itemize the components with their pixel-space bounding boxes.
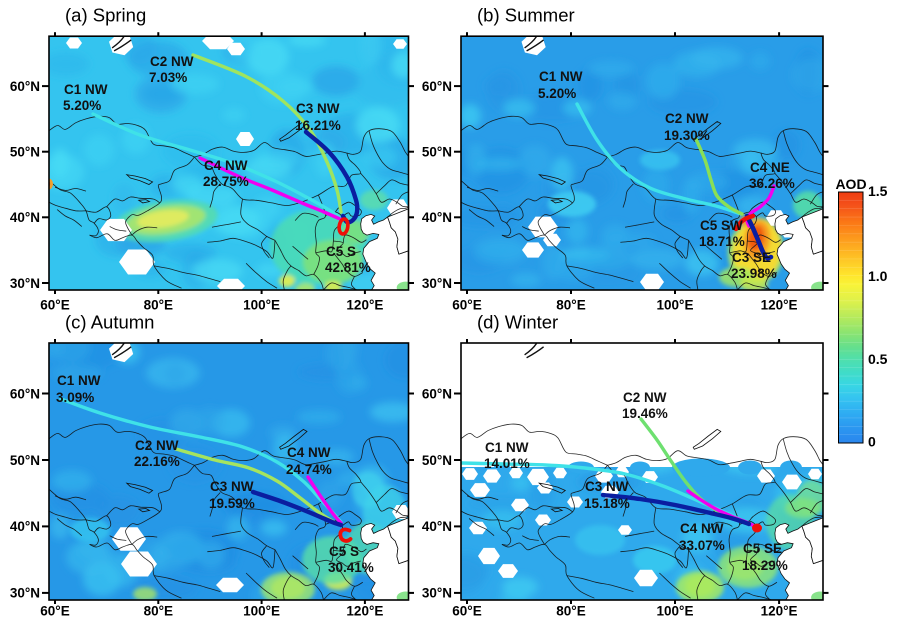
svg-text:5.20%: 5.20% (538, 86, 576, 101)
svg-text:C5 S: C5 S (326, 244, 356, 259)
svg-text:5.20%: 5.20% (63, 98, 101, 113)
svg-text:30°N: 30°N (422, 586, 452, 601)
svg-text:3.09%: 3.09% (56, 390, 94, 405)
svg-text:30.41%: 30.41% (328, 560, 374, 575)
svg-text:120°E: 120°E (346, 604, 383, 619)
svg-text:AOD: AOD (835, 176, 866, 192)
svg-text:60°E: 60°E (452, 297, 481, 312)
svg-text:24.74%: 24.74% (286, 462, 332, 477)
svg-text:100°E: 100°E (657, 604, 694, 619)
svg-text:33.07%: 33.07% (679, 538, 725, 553)
svg-text:36.26%: 36.26% (749, 176, 795, 191)
svg-text:C1 NW: C1 NW (539, 69, 583, 84)
svg-text:23.98%: 23.98% (731, 266, 777, 281)
svg-text:40°N: 40°N (10, 210, 40, 225)
svg-text:16.21%: 16.21% (295, 118, 341, 133)
svg-text:(d) Winter: (d) Winter (477, 311, 558, 332)
svg-text:C5 S: C5 S (329, 544, 359, 559)
svg-text:C5 SW: C5 SW (700, 218, 743, 233)
svg-text:C2 NW: C2 NW (623, 390, 667, 405)
svg-text:15.18%: 15.18% (584, 496, 630, 511)
svg-text:100°E: 100°E (657, 297, 694, 312)
svg-text:(a) Spring: (a) Spring (65, 4, 146, 25)
svg-text:22.16%: 22.16% (134, 454, 180, 469)
svg-text:60°E: 60°E (452, 604, 481, 619)
svg-text:1.5: 1.5 (868, 183, 888, 199)
svg-text:80°E: 80°E (556, 604, 585, 619)
svg-text:1.0: 1.0 (868, 268, 888, 284)
svg-text:30°N: 30°N (10, 276, 40, 291)
svg-text:100°E: 100°E (243, 604, 280, 619)
svg-text:C4 NE: C4 NE (750, 160, 790, 175)
svg-text:C4 NW: C4 NW (680, 521, 724, 536)
svg-text:(b) Summer: (b) Summer (477, 4, 575, 25)
svg-text:0: 0 (868, 434, 876, 450)
svg-text:C1 NW: C1 NW (57, 373, 101, 388)
svg-text:C5 SE: C5 SE (743, 541, 782, 556)
svg-text:C2 NW: C2 NW (135, 438, 179, 453)
svg-text:19.59%: 19.59% (209, 496, 255, 511)
svg-text:50°N: 50°N (422, 453, 452, 468)
svg-text:C2 NW: C2 NW (150, 54, 194, 69)
svg-text:60°E: 60°E (40, 604, 69, 619)
svg-text:18.29%: 18.29% (742, 558, 788, 573)
svg-text:28.75%: 28.75% (203, 174, 249, 189)
svg-text:40°N: 40°N (422, 210, 452, 225)
svg-text:80°E: 80°E (144, 297, 173, 312)
svg-text:30°N: 30°N (10, 586, 40, 601)
svg-text:42.81%: 42.81% (325, 260, 371, 275)
svg-text:50°N: 50°N (10, 453, 40, 468)
svg-text:120°E: 120°E (761, 297, 798, 312)
svg-text:80°E: 80°E (556, 297, 585, 312)
svg-text:19.46%: 19.46% (622, 406, 668, 421)
svg-text:C4 NW: C4 NW (204, 158, 248, 173)
svg-text:40°N: 40°N (10, 519, 40, 534)
svg-text:C2 NW: C2 NW (665, 111, 709, 126)
svg-text:120°E: 120°E (346, 297, 383, 312)
svg-text:C1 NW: C1 NW (64, 82, 108, 97)
svg-text:C3 NW: C3 NW (210, 479, 254, 494)
svg-text:0.5: 0.5 (868, 351, 888, 367)
svg-text:C3 NW: C3 NW (296, 101, 340, 116)
svg-text:C4 NW: C4 NW (287, 445, 331, 460)
svg-text:60°N: 60°N (10, 79, 40, 94)
svg-text:80°E: 80°E (144, 604, 173, 619)
svg-text:19.30%: 19.30% (664, 128, 710, 143)
svg-text:C3 NW: C3 NW (585, 479, 629, 494)
svg-text:60°N: 60°N (10, 386, 40, 401)
svg-text:60°E: 60°E (40, 297, 69, 312)
svg-text:C3 SE: C3 SE (732, 250, 771, 265)
svg-text:100°E: 100°E (243, 297, 280, 312)
svg-text:18.71%: 18.71% (699, 234, 745, 249)
svg-text:(c) Autumn: (c) Autumn (65, 311, 154, 332)
svg-text:50°N: 50°N (422, 145, 452, 160)
svg-text:14.01%: 14.01% (484, 456, 530, 471)
svg-text:60°N: 60°N (422, 386, 452, 401)
svg-text:40°N: 40°N (422, 519, 452, 534)
svg-text:C1 NW: C1 NW (485, 440, 529, 455)
svg-text:50°N: 50°N (10, 145, 40, 160)
svg-text:60°N: 60°N (422, 79, 452, 94)
svg-text:7.03%: 7.03% (149, 70, 187, 85)
svg-text:120°E: 120°E (761, 604, 798, 619)
svg-text:30°N: 30°N (422, 276, 452, 291)
